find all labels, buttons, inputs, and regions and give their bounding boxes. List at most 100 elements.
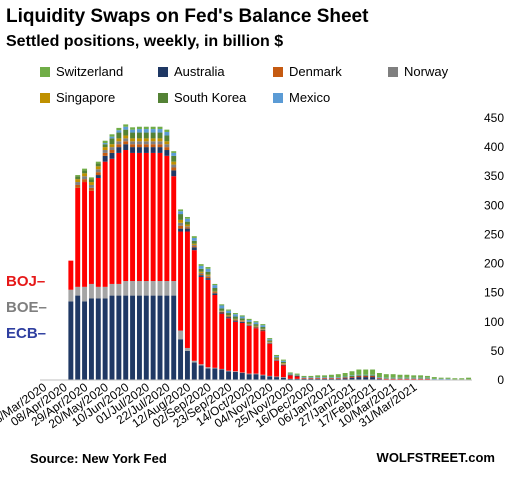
- bar-segment-switzerland-23: [198, 264, 204, 266]
- bar-segment-ecb-42: [328, 378, 334, 380]
- bar-segment-switzerland-44: [342, 373, 348, 377]
- bar-segment-ecb-38: [301, 378, 307, 380]
- bar-segment-switzerland-60: [452, 378, 458, 380]
- bar-segment-mexico-53: [404, 377, 410, 379]
- side-label-boe-text: BOE: [6, 299, 39, 316]
- bar-segment-mexico-28: [232, 314, 238, 317]
- bar-segment-boj-18: [164, 155, 170, 282]
- bar-segment-boj-43: [335, 378, 341, 379]
- bar-segment-south-korea-16: [150, 132, 156, 139]
- bar-segment-singapore-23: [198, 271, 204, 273]
- bar-segment-ecb-23: [198, 365, 204, 380]
- bar-segment-denmark-6: [82, 179, 88, 183]
- bar-segment-norway-25: [212, 291, 218, 293]
- bar-segment-boe-20: [178, 330, 184, 340]
- bar-segment-mexico-40: [315, 377, 321, 378]
- bar-segment-ecb-28: [232, 371, 238, 380]
- bar-segment-boe-31: [253, 373, 259, 375]
- bar-segment-norway-16: [150, 141, 156, 145]
- bar-segment-australia-24: [205, 278, 211, 280]
- x-axis: 18/Mar/202008/Apr/202029/Apr/202020/May/…: [0, 379, 472, 431]
- bar-segment-boj-45: [349, 377, 355, 378]
- bar-segment-boe-7: [88, 283, 94, 299]
- bar-segment-switzerland-21: [184, 216, 190, 219]
- bar-segment-australia-12: [123, 144, 129, 151]
- bar-segment-south-korea-30: [246, 321, 252, 324]
- y-tick-label: 450: [484, 111, 504, 125]
- bar-segment-south-korea-48: [370, 375, 376, 377]
- bar-segment-boj-40: [315, 378, 321, 379]
- brand-mark: WOLFSTREET.com: [376, 450, 495, 465]
- bar-segment-singapore-31: [253, 325, 259, 327]
- bar-segment-ecb-17: [157, 295, 163, 380]
- bar-segment-boj-19: [171, 176, 177, 282]
- legend-swatch-south-korea: [158, 92, 168, 103]
- bar-segment-mexico-58: [438, 378, 444, 380]
- bar-segment-switzerland-32: [260, 324, 266, 326]
- bar-segment-ecb-39: [308, 378, 314, 380]
- bar-segment-mexico-10: [109, 136, 115, 139]
- bar-segment-denmark-27: [226, 316, 232, 318]
- bar-segment-denmark-14: [136, 144, 142, 148]
- bar-segment-switzerland-25: [212, 283, 218, 286]
- bar-segment-ecb-46: [356, 377, 362, 380]
- bar-segment-switzerland-50: [383, 374, 389, 378]
- bar-segment-ecb-29: [239, 373, 245, 380]
- bar-segment-singapore-15: [143, 138, 149, 142]
- bar-segment-switzerland-9: [102, 140, 108, 144]
- bar-segment-south-korea-6: [82, 170, 88, 174]
- bar-segment-boj-52: [397, 378, 403, 380]
- bar-segment-boe-12: [123, 281, 129, 296]
- bar-segment-switzerland-12: [123, 124, 129, 127]
- legend-item-switzerland: Switzerland: [40, 64, 123, 79]
- side-label-boj-text: BOJ: [6, 273, 37, 290]
- legend-item-norway: Norway: [388, 64, 448, 79]
- bar-segment-boj-27: [226, 318, 232, 371]
- bar-segment-south-korea-42: [328, 377, 334, 379]
- bar-segment-south-korea-40: [315, 377, 321, 379]
- bar-segment-mexico-23: [198, 265, 204, 269]
- bar-segment-boe-27: [226, 370, 232, 372]
- bar-segment-ecb-36: [287, 378, 293, 380]
- bar-segment-ecb-21: [184, 350, 190, 380]
- bar-segment-denmark-28: [232, 320, 238, 321]
- bar-segment-boj-6: [82, 182, 88, 287]
- bar-segment-denmark-20: [178, 225, 184, 229]
- bar-segment-boj-34: [274, 360, 280, 377]
- bar-segment-switzerland-48: [370, 369, 376, 375]
- bar-segment-australia-22: [191, 247, 197, 251]
- legend-swatch-denmark: [273, 66, 283, 77]
- bar-segment-norway-35: [280, 363, 286, 365]
- bar-segment-denmark-18: [164, 147, 170, 151]
- bar-segment-mexico-54: [411, 377, 417, 379]
- bar-segment-boe-33: [267, 375, 273, 377]
- bar-segment-ecb-22: [191, 362, 197, 380]
- bar-segment-boe-32: [260, 374, 266, 376]
- bar-segment-mexico-36: [287, 373, 293, 375]
- legend-item-singapore: Singapore: [40, 90, 115, 105]
- bar-segment-boe-17: [157, 281, 163, 296]
- bar-segment-switzerland-27: [226, 309, 232, 311]
- side-label-boe-dash: –: [38, 299, 47, 316]
- bar-segment-boj-9: [102, 161, 108, 287]
- bar-segment-switzerland-8: [95, 161, 101, 164]
- bar-segment-norway-17: [157, 141, 163, 145]
- bar-segment-switzerland-18: [164, 129, 170, 132]
- bar-segment-south-korea-26: [219, 308, 225, 311]
- bar-segment-ecb-9: [102, 298, 108, 380]
- bar-segment-boe-22: [191, 360, 197, 363]
- bar-segment-denmark-7: [88, 187, 94, 191]
- bar-segment-ecb-15: [143, 295, 149, 380]
- bar-segment-south-korea-43: [335, 377, 341, 379]
- bar-segment-norway-15: [143, 141, 149, 145]
- bar-segment-boe-19: [171, 281, 177, 296]
- bar-segment-switzerland-20: [178, 209, 184, 212]
- bar-segment-south-korea-51: [390, 378, 396, 379]
- bar-segment-mexico-57: [431, 378, 437, 380]
- bar-segment-ecb-12: [123, 295, 129, 380]
- bar-segment-australia-9: [102, 155, 108, 162]
- bar-segment-switzerland-29: [239, 315, 245, 317]
- bar-segment-mexico-48: [370, 374, 376, 376]
- bar-segment-norway-30: [246, 324, 252, 325]
